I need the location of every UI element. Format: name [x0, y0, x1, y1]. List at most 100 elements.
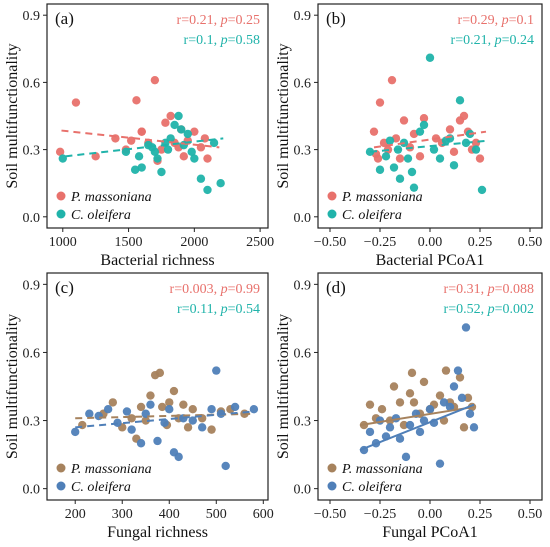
data-point	[389, 382, 399, 391]
data-point	[134, 152, 144, 161]
data-point	[455, 96, 465, 105]
y-tick-label: 0.6	[294, 76, 312, 91]
data-point	[163, 145, 173, 154]
stat-annotation: r=0.52, p=0.002	[444, 302, 534, 317]
data-point	[439, 398, 449, 407]
data-point	[429, 145, 439, 154]
data-point	[85, 409, 94, 418]
data-point	[375, 98, 385, 107]
data-point	[137, 163, 146, 172]
x-tick-label: 500	[206, 507, 227, 522]
y-tick-label: 0.0	[294, 483, 312, 498]
data-point	[146, 391, 155, 400]
data-point	[249, 405, 259, 414]
data-point	[425, 405, 435, 414]
legend-marker	[327, 209, 337, 219]
x-tick-label: 0.50	[518, 235, 543, 250]
y-axis-title: Soil multifunctionality	[4, 314, 21, 459]
data-point	[55, 147, 65, 157]
data-point	[419, 114, 429, 123]
legend-marker	[327, 463, 337, 473]
data-point	[71, 427, 80, 437]
data-point	[197, 423, 207, 432]
data-point	[381, 152, 391, 161]
data-point	[174, 111, 183, 121]
x-tick-label: 0.25	[468, 235, 493, 250]
data-point	[137, 127, 146, 136]
stat-p-symbol: p	[220, 282, 228, 297]
x-tick-label: 600	[253, 507, 274, 522]
data-point	[169, 386, 179, 396]
stat-p-value: =0.002	[495, 302, 534, 317]
data-point	[405, 389, 415, 398]
data-point	[395, 174, 405, 183]
panel-1: −0.50 −0.25 0.00 0.25 0.50 0.0 0.3 0.6 0.9 Bacter…	[275, 3, 543, 269]
y-tick-label: 0.0	[294, 211, 312, 226]
fit-line	[373, 130, 487, 149]
data-point	[385, 423, 395, 432]
data-point	[369, 127, 379, 136]
data-point	[108, 398, 118, 407]
data-point	[157, 167, 166, 177]
data-point	[373, 154, 383, 163]
data-point	[160, 418, 169, 428]
data-point	[459, 423, 469, 432]
data-point	[165, 405, 174, 414]
data-point	[94, 411, 103, 421]
data-point	[435, 459, 445, 468]
data-point	[174, 452, 183, 462]
data-point	[212, 366, 221, 375]
data-point	[78, 420, 87, 430]
data-point	[441, 366, 451, 375]
y-tick-label: 0.3	[23, 415, 41, 430]
data-point	[395, 398, 405, 407]
data-point	[216, 179, 225, 188]
data-point	[365, 427, 375, 437]
data-point	[136, 439, 146, 448]
y-tick-label: 0.9	[294, 9, 312, 24]
data-point	[179, 400, 188, 409]
x-tick-label: 0.00	[418, 235, 443, 250]
data-point	[399, 420, 409, 430]
x-tick-label: 2000	[180, 235, 208, 250]
y-tick-label: 0.9	[23, 278, 41, 293]
stat-r: r=0.11,	[177, 302, 221, 317]
stat-p-value: =0.58	[228, 33, 260, 48]
stat-p-value: =0.25	[228, 13, 260, 28]
legend-label: P. massoniana	[70, 190, 152, 205]
data-point	[389, 163, 399, 172]
data-point	[170, 120, 179, 130]
legend-marker	[327, 481, 337, 491]
data-point	[401, 452, 411, 462]
data-point	[187, 147, 196, 157]
data-point	[150, 75, 160, 85]
legend-label: P. massoniana	[341, 462, 423, 477]
data-point	[449, 147, 459, 157]
x-axis-title: Bacterial PCoA1	[376, 252, 485, 269]
data-point	[449, 161, 459, 170]
panel-3: −0.50 −0.25 0.00 0.25 0.50 0.0 0.3 0.6 0.9 Fungal…	[275, 272, 543, 541]
plot-frame	[46, 3, 269, 229]
legend-marker	[56, 191, 66, 201]
data-point	[465, 409, 475, 418]
y-tick-label: 0.6	[294, 346, 312, 361]
y-tick-label: 0.9	[294, 278, 312, 293]
stat-r: r=0.52,	[444, 302, 488, 317]
data-point	[158, 402, 167, 412]
x-tick-label: 400	[159, 507, 180, 522]
x-tick-label: 200	[65, 507, 86, 522]
data-point	[166, 111, 175, 121]
legend-label: C. oleifera	[342, 480, 402, 495]
data-point	[183, 129, 192, 139]
data-point	[463, 393, 473, 403]
data-point	[419, 120, 429, 130]
legend-label: C. oleifera	[342, 208, 402, 223]
x-tick-label: 0.25	[468, 507, 493, 522]
data-point	[415, 127, 425, 136]
data-point	[132, 96, 141, 105]
data-point	[365, 400, 375, 409]
data-point	[469, 423, 479, 432]
data-point	[475, 154, 485, 163]
legend-label: C. oleifera	[71, 208, 131, 223]
